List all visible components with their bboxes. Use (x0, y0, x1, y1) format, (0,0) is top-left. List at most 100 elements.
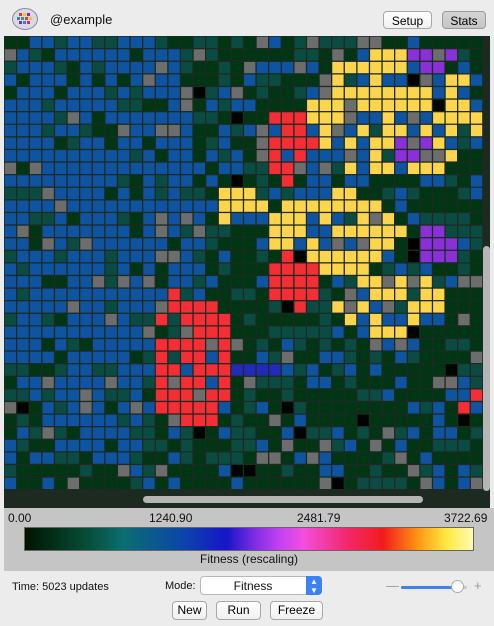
organism-cell[interactable] (344, 137, 357, 149)
organism-cell[interactable] (307, 427, 319, 439)
organism-cell[interactable] (155, 376, 168, 389)
organism-cell[interactable] (130, 477, 142, 489)
organism-cell[interactable] (118, 213, 130, 225)
organism-cell[interactable] (433, 477, 445, 489)
organism-cell[interactable] (231, 364, 243, 376)
organism-cell[interactable] (155, 175, 168, 187)
organism-cell[interactable] (181, 439, 193, 452)
organism-cell[interactable] (155, 364, 168, 376)
organism-cell[interactable] (307, 389, 319, 401)
organism-cell[interactable] (433, 162, 445, 174)
organism-cell[interactable] (155, 187, 168, 200)
organism-cell[interactable] (370, 427, 382, 439)
organism-cell[interactable] (433, 225, 445, 237)
organism-cell[interactable] (55, 465, 67, 477)
organism-cell[interactable] (458, 452, 470, 464)
organism-cell[interactable] (105, 250, 117, 263)
organism-cell[interactable] (231, 49, 243, 61)
zoom-slider-thumb[interactable] (451, 580, 465, 593)
organism-cell[interactable] (470, 137, 483, 149)
organism-cell[interactable] (269, 263, 281, 275)
organism-cell[interactable] (407, 238, 420, 250)
organism-cell[interactable] (143, 137, 155, 149)
organism-cell[interactable] (231, 339, 243, 351)
organism-cell[interactable] (55, 351, 67, 363)
organism-cell[interactable] (344, 402, 357, 414)
organism-cell[interactable] (105, 49, 117, 61)
organism-cell[interactable] (395, 225, 407, 237)
organism-cell[interactable] (256, 36, 268, 48)
organism-cell[interactable] (294, 364, 306, 376)
organism-cell[interactable] (344, 225, 357, 237)
organism-cell[interactable] (181, 288, 193, 300)
organism-cell[interactable] (395, 351, 407, 363)
organism-cell[interactable] (244, 376, 256, 389)
organism-cell[interactable] (420, 452, 432, 464)
organism-cell[interactable] (470, 364, 483, 376)
organism-cell[interactable] (155, 137, 168, 149)
organism-cell[interactable] (244, 162, 256, 174)
organism-cell[interactable] (244, 439, 256, 452)
organism-cell[interactable] (307, 213, 319, 225)
organism-cell[interactable] (231, 439, 243, 452)
organism-cell[interactable] (67, 225, 79, 237)
organism-cell[interactable] (118, 99, 130, 111)
organism-cell[interactable] (55, 326, 67, 338)
organism-cell[interactable] (281, 137, 294, 149)
organism-cell[interactable] (231, 326, 243, 338)
organism-cell[interactable] (407, 452, 420, 464)
organism-cell[interactable] (357, 389, 369, 401)
organism-cell[interactable] (370, 339, 382, 351)
organism-cell[interactable] (118, 389, 130, 401)
organism-cell[interactable] (218, 99, 231, 111)
organism-cell[interactable] (181, 124, 193, 137)
organism-cell[interactable] (332, 376, 344, 389)
organism-cell[interactable] (357, 112, 369, 124)
organism-cell[interactable] (357, 200, 369, 212)
organism-cell[interactable] (218, 452, 231, 464)
organism-cell[interactable] (244, 351, 256, 363)
organism-cell[interactable] (420, 389, 432, 401)
organism-cell[interactable] (244, 200, 256, 212)
organism-cell[interactable] (269, 389, 281, 401)
organism-cell[interactable] (143, 124, 155, 137)
organism-cell[interactable] (382, 339, 394, 351)
organism-cell[interactable] (29, 175, 42, 187)
organism-cell[interactable] (80, 187, 92, 200)
organism-cell[interactable] (256, 376, 268, 389)
organism-cell[interactable] (319, 452, 331, 464)
organism-cell[interactable] (4, 99, 16, 111)
organism-cell[interactable] (256, 200, 268, 212)
organism-cell[interactable] (118, 49, 130, 61)
organism-cell[interactable] (80, 124, 92, 137)
organism-cell[interactable] (42, 124, 54, 137)
organism-cell[interactable] (458, 439, 470, 452)
organism-cell[interactable] (193, 225, 205, 237)
organism-cell[interactable] (244, 137, 256, 149)
organism-cell[interactable] (332, 61, 344, 74)
organism-cell[interactable] (382, 175, 394, 187)
organism-cell[interactable] (395, 263, 407, 275)
organism-cell[interactable] (29, 364, 42, 376)
organism-cell[interactable] (281, 439, 294, 452)
organism-cell[interactable] (344, 414, 357, 426)
organism-cell[interactable] (420, 439, 432, 452)
organism-cell[interactable] (105, 276, 117, 288)
organism-cell[interactable] (231, 36, 243, 48)
organism-cell[interactable] (256, 477, 268, 489)
organism-cell[interactable] (307, 263, 319, 275)
organism-cell[interactable] (55, 61, 67, 74)
organism-cell[interactable] (17, 427, 29, 439)
organism-cell[interactable] (269, 452, 281, 464)
organism-cell[interactable] (143, 187, 155, 200)
organism-cell[interactable] (181, 238, 193, 250)
organism-cell[interactable] (445, 351, 457, 363)
organism-cell[interactable] (332, 263, 344, 275)
organism-cell[interactable] (118, 439, 130, 452)
organism-cell[interactable] (155, 238, 168, 250)
organism-cell[interactable] (193, 389, 205, 401)
organism-cell[interactable] (420, 137, 432, 149)
organism-cell[interactable] (218, 276, 231, 288)
organism-cell[interactable] (470, 61, 483, 74)
organism-cell[interactable] (319, 238, 331, 250)
